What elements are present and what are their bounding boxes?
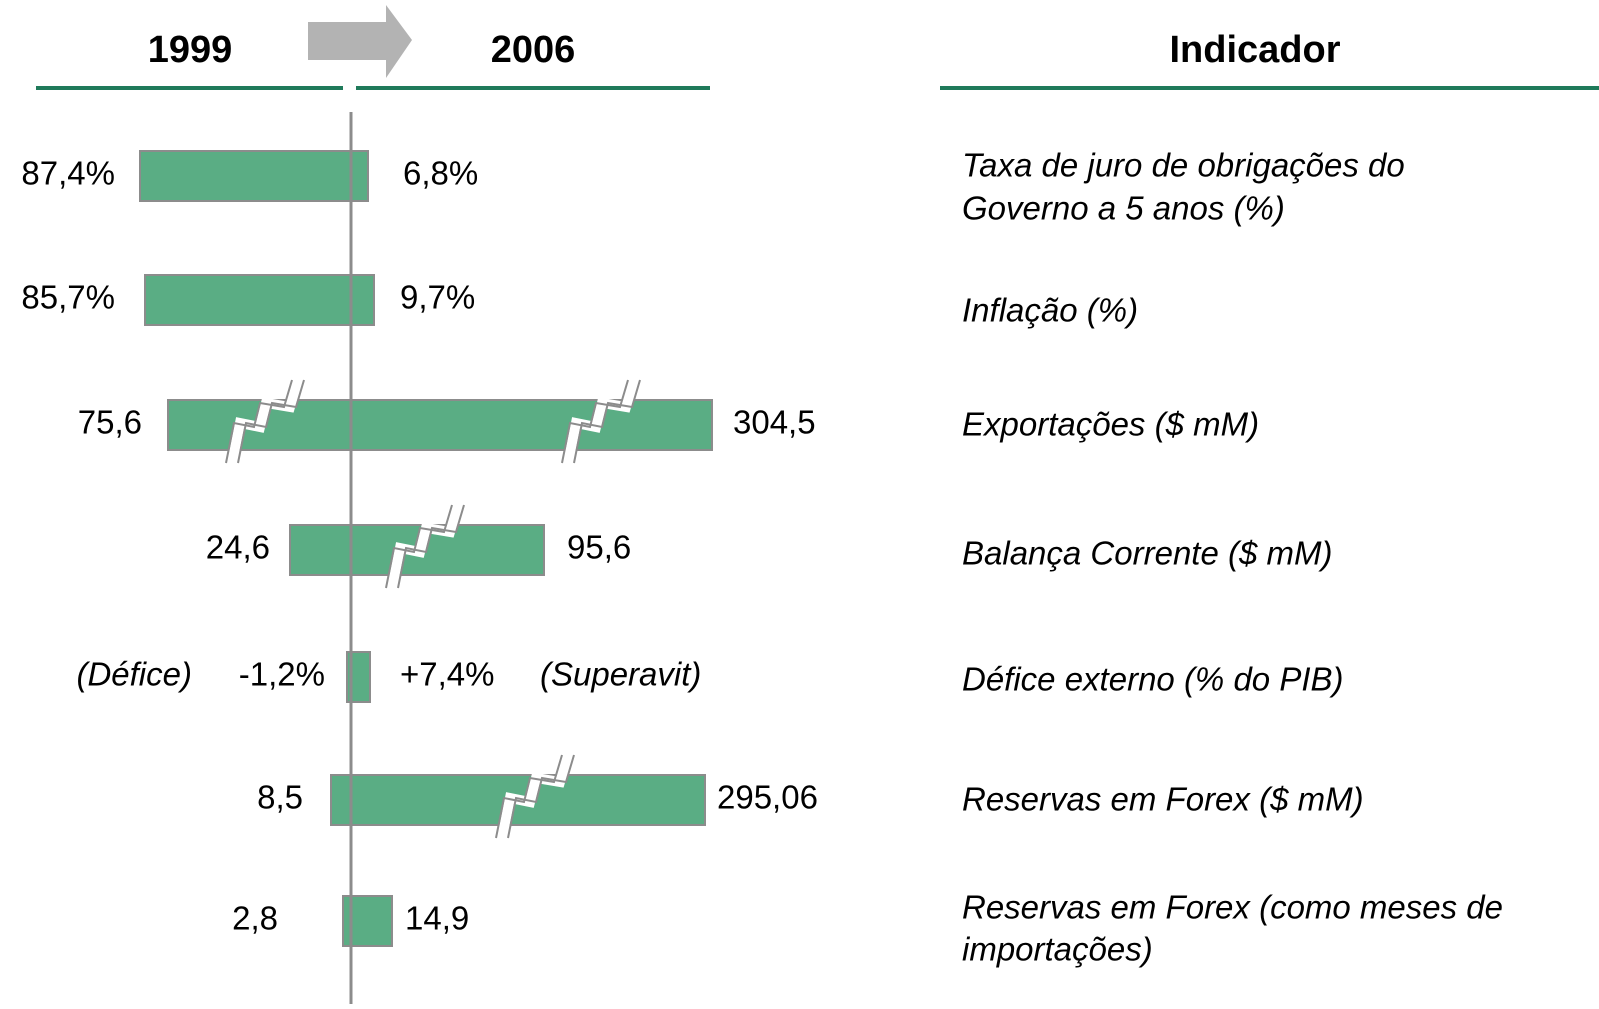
- axis-break: [385, 504, 453, 589]
- indicator-header: Indicador: [1169, 29, 1340, 71]
- left-value: -1,2%: [239, 656, 325, 693]
- right-value: 295,06: [717, 779, 818, 816]
- left-value: 2,8: [232, 900, 278, 937]
- arrow: [308, 5, 412, 78]
- indicator: Exportações ($ mM): [962, 406, 1259, 443]
- axis-break: [397, 504, 465, 589]
- right-value: +7,4%: [400, 656, 495, 693]
- left-value: 75,6: [78, 404, 142, 441]
- right-value: 14,9: [405, 900, 469, 937]
- bar: [139, 150, 369, 202]
- left-value: 8,5: [257, 779, 303, 816]
- indicator: importações): [962, 931, 1153, 968]
- right-value: 9,7%: [400, 279, 475, 316]
- axis-break: [227, 378, 303, 464]
- right-note: (Superavit): [540, 656, 701, 693]
- axis-break: [561, 379, 629, 464]
- indicator: Balança Corrente ($ mM): [962, 535, 1332, 572]
- right-value: 6,8%: [403, 155, 478, 192]
- axis-break: [495, 754, 563, 839]
- left-value: 87,4%: [21, 155, 115, 192]
- axis-break: [573, 379, 641, 464]
- axis-break: [225, 379, 293, 464]
- indicator: Governo a 5 anos (%): [962, 190, 1285, 227]
- axis-break: [387, 503, 463, 589]
- axis-break: [563, 378, 639, 464]
- axis-break: [507, 754, 575, 839]
- bar: [144, 274, 375, 326]
- indicator: Reservas em Forex (como meses de: [962, 889, 1503, 926]
- axis-break: [497, 753, 573, 839]
- left-value: 85,7%: [21, 279, 115, 316]
- bar: [346, 651, 371, 703]
- axis-break: [237, 379, 305, 464]
- indicator: Reservas em Forex ($ mM): [962, 781, 1364, 818]
- indicator: Inflação (%): [962, 292, 1138, 329]
- left-value: 24,6: [206, 529, 270, 566]
- right-value: 304,5: [733, 404, 816, 441]
- left-note: (Défice): [76, 656, 192, 693]
- indicator: Taxa de juro de obrigações do: [962, 147, 1405, 184]
- year-to: 2006: [491, 29, 576, 71]
- indicator: Défice externo (% do PIB): [962, 661, 1344, 698]
- year-from: 1999: [148, 29, 233, 71]
- right-value: 95,6: [567, 529, 631, 566]
